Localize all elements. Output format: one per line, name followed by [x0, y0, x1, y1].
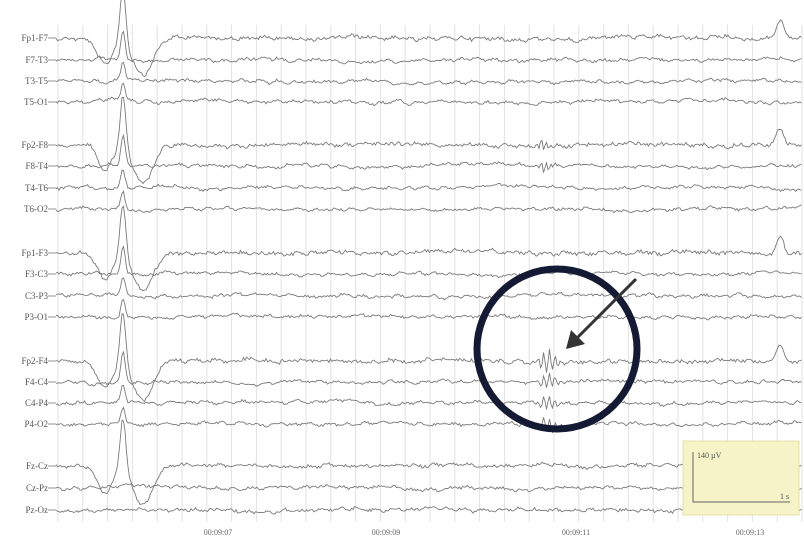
channel-label: P4-O2: [24, 419, 48, 429]
eeg-trace: [55, 96, 802, 185]
eeg-trace: [55, 419, 802, 506]
eeg-trace: [55, 350, 802, 388]
channel-label: Fp2-F4: [21, 356, 48, 366]
calibration-marker: 140 µV 1 s: [682, 440, 800, 516]
eeg-trace: [55, 483, 802, 493]
time-axis: 00:09:07 00:09:09 00:09:11 00:09:13: [204, 528, 764, 537]
eeg-trace: [55, 61, 802, 86]
channel-label: Fp1-F7: [21, 33, 48, 43]
eeg-trace: [55, 205, 802, 292]
channel-label: Fp2-F8: [21, 140, 48, 150]
eeg-trace: [55, 133, 802, 173]
calibration-amplitude: 140 µV: [697, 451, 722, 460]
time-tick-label: 00:09:11: [562, 528, 590, 537]
time-tick-label: 00:09:07: [204, 528, 232, 537]
channel-label: T6-O2: [24, 204, 48, 214]
highlight-annotation: [473, 265, 641, 433]
eeg-trace: [55, 189, 802, 214]
channel-label: P3-O1: [24, 312, 48, 322]
channel-label: T3-T5: [25, 76, 48, 86]
eeg-traces: [55, 0, 802, 515]
channel-label: Pz-Oz: [26, 505, 49, 515]
channel-label: C3-P3: [25, 291, 49, 301]
time-tick-label: 00:09:13: [736, 528, 764, 537]
channel-label: F8-T4: [26, 161, 49, 171]
eeg-trace: [55, 82, 802, 107]
channel-label: Fz-Cz: [26, 461, 48, 471]
arrow-shaft: [572, 277, 638, 343]
eeg-trace: [55, 506, 802, 515]
eeg-trace: [56, 277, 802, 301]
eeg-trace: [55, 313, 802, 403]
eeg-trace: [55, 298, 802, 321]
channel-label: T5-O1: [24, 97, 48, 107]
calibration-lines: [692, 452, 790, 503]
channel-labels: Fp1-F7 F7-T3 T3-T5 T5-O1 Fp2-F8 F8-T4 T4-T6 T6-…: [21, 33, 56, 515]
channel-label: F3-C3: [25, 269, 49, 279]
arrow-head-icon: [566, 330, 585, 349]
eeg-trace: [55, 30, 802, 65]
eeg-trace: [55, 384, 802, 410]
calibration-time: 1 s: [780, 492, 789, 501]
highlight-circle: [473, 265, 641, 433]
channel-label: Fp1-F3: [21, 248, 48, 258]
eeg-trace: [55, 169, 802, 193]
time-tick-label: 00:09:09: [372, 528, 400, 537]
channel-label: T4-T6: [25, 183, 48, 193]
eeg-trace: [55, 245, 802, 279]
channel-label: C4-P4: [25, 398, 49, 408]
eeg-trace: [55, 0, 802, 78]
channel-label: Cz-Pz: [26, 483, 48, 493]
eeg-trace: [55, 406, 802, 434]
channel-label: F7-T3: [26, 55, 49, 65]
calibration-box: [682, 440, 800, 516]
channel-label: F4-C4: [25, 377, 49, 387]
